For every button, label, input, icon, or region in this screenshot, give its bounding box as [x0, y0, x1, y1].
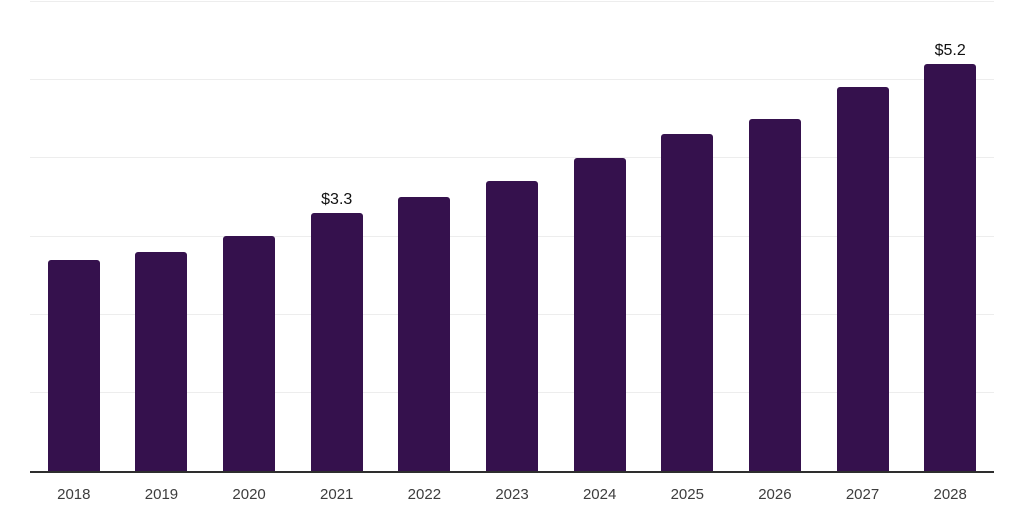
- x-tick-label-2022: 2022: [407, 486, 442, 503]
- bar-2024: [573, 157, 626, 471]
- bar-2025: [661, 134, 714, 471]
- bar-2023: [486, 181, 538, 471]
- bar-2021: [310, 212, 363, 471]
- x-tick-label-2021: 2021: [320, 486, 354, 503]
- data-label-2021: $3.3: [321, 190, 353, 208]
- x-tick-label-2018: 2018: [57, 486, 91, 503]
- bar-2019: [135, 251, 188, 471]
- x-tick-label-2020: 2020: [232, 486, 266, 503]
- x-tick-label-2026: 2026: [758, 486, 792, 503]
- x-tick-label-2023: 2023: [495, 486, 529, 503]
- x-tick-label-2024: 2024: [582, 486, 617, 503]
- bar-2022: [398, 196, 451, 471]
- x-tick-label-2019: 2019: [144, 486, 179, 503]
- bar-2026: [748, 118, 801, 471]
- x-tick-label-2028: 2028: [933, 486, 967, 503]
- bar-2028: [924, 63, 977, 471]
- data-label-2028: $5.2: [934, 41, 966, 59]
- bar-2020: [223, 236, 276, 471]
- x-tick-label-2027: 2027: [845, 486, 880, 503]
- gridline: [30, 79, 994, 80]
- x-axis-line: [30, 471, 994, 473]
- bar-2027: [836, 87, 889, 471]
- gridline: [30, 0, 994, 2]
- x-tick-label-2025: 2025: [670, 486, 704, 503]
- bar-2018: [47, 259, 100, 471]
